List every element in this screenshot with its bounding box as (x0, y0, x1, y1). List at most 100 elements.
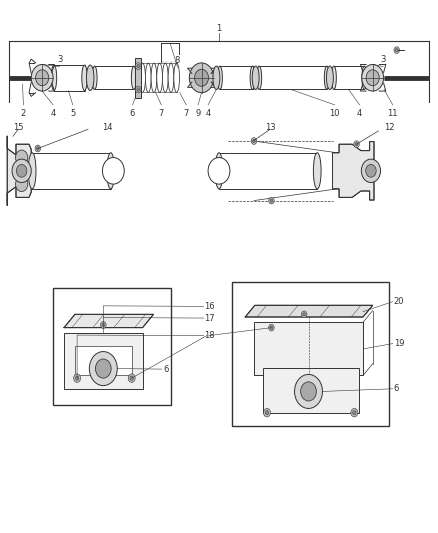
Circle shape (208, 158, 230, 184)
Circle shape (303, 313, 306, 316)
Bar (259, 66, 327, 90)
Polygon shape (245, 305, 373, 317)
Circle shape (366, 165, 376, 177)
Ellipse shape (217, 66, 223, 90)
Ellipse shape (252, 66, 259, 90)
Circle shape (351, 408, 358, 417)
Circle shape (100, 321, 106, 328)
Circle shape (253, 139, 255, 143)
Text: 11: 11 (388, 109, 398, 118)
Text: 6: 6 (163, 365, 169, 374)
Text: 9: 9 (195, 109, 201, 118)
Circle shape (15, 150, 28, 165)
Circle shape (95, 359, 111, 378)
Circle shape (89, 352, 117, 385)
Circle shape (16, 165, 27, 177)
Circle shape (35, 70, 49, 86)
Text: 2: 2 (21, 109, 26, 118)
Text: 12: 12 (384, 123, 395, 132)
Circle shape (36, 147, 39, 150)
Bar (334, 66, 364, 90)
Circle shape (300, 382, 316, 401)
Text: 20: 20 (394, 297, 404, 306)
Circle shape (354, 141, 359, 148)
Circle shape (135, 63, 141, 69)
Circle shape (12, 159, 31, 182)
Text: 8: 8 (175, 56, 180, 65)
Circle shape (189, 63, 214, 93)
Circle shape (361, 159, 381, 182)
Ellipse shape (313, 153, 321, 189)
Bar (54, 65, 85, 91)
Ellipse shape (362, 66, 367, 90)
Text: 17: 17 (205, 313, 215, 322)
Bar (232, 282, 389, 426)
Text: 7: 7 (159, 109, 164, 118)
Text: 3: 3 (381, 55, 386, 64)
Ellipse shape (140, 63, 145, 92)
Ellipse shape (145, 63, 151, 92)
Bar (53, 288, 171, 405)
Bar (263, 368, 359, 413)
Bar (95, 66, 134, 90)
Circle shape (264, 408, 271, 417)
Text: 16: 16 (205, 302, 215, 311)
Circle shape (102, 324, 105, 327)
Circle shape (128, 374, 135, 382)
Text: 15: 15 (13, 123, 23, 132)
Ellipse shape (107, 153, 115, 189)
Ellipse shape (51, 65, 57, 91)
Text: 14: 14 (102, 123, 113, 132)
Text: 19: 19 (394, 339, 404, 348)
Text: 5: 5 (70, 109, 75, 118)
Polygon shape (64, 314, 153, 328)
Polygon shape (7, 136, 31, 205)
Ellipse shape (331, 66, 336, 90)
Circle shape (35, 145, 41, 152)
Ellipse shape (28, 153, 36, 189)
Circle shape (355, 142, 358, 146)
Ellipse shape (151, 63, 157, 92)
Bar (32, 153, 111, 189)
Circle shape (194, 69, 208, 86)
Ellipse shape (174, 63, 180, 92)
Text: 10: 10 (329, 109, 340, 118)
Ellipse shape (213, 66, 220, 90)
Text: 4: 4 (205, 109, 211, 118)
Circle shape (74, 374, 81, 382)
Text: 1: 1 (216, 25, 222, 34)
Circle shape (396, 49, 398, 52)
Bar (75, 346, 132, 375)
Circle shape (394, 47, 399, 53)
Ellipse shape (326, 66, 333, 90)
Ellipse shape (92, 66, 97, 90)
Ellipse shape (168, 63, 174, 92)
Text: 18: 18 (205, 331, 215, 340)
Circle shape (294, 374, 322, 408)
Ellipse shape (131, 66, 136, 90)
Circle shape (130, 376, 134, 380)
Polygon shape (135, 58, 141, 98)
Bar (220, 66, 253, 90)
Circle shape (75, 376, 79, 380)
Circle shape (265, 410, 269, 415)
Text: 6: 6 (130, 109, 135, 118)
Polygon shape (332, 142, 374, 200)
Circle shape (137, 64, 140, 68)
Circle shape (137, 88, 140, 91)
Circle shape (31, 64, 53, 91)
Text: 7: 7 (184, 109, 189, 118)
Ellipse shape (250, 66, 255, 90)
Ellipse shape (162, 63, 168, 92)
Circle shape (135, 86, 141, 93)
Ellipse shape (157, 63, 162, 92)
Text: 4: 4 (357, 109, 362, 118)
Circle shape (270, 199, 273, 203)
Bar (254, 322, 363, 375)
Circle shape (270, 326, 273, 329)
Text: 13: 13 (265, 123, 276, 132)
Circle shape (102, 158, 124, 184)
Ellipse shape (215, 153, 223, 189)
Ellipse shape (82, 65, 87, 91)
Text: 4: 4 (50, 109, 56, 118)
